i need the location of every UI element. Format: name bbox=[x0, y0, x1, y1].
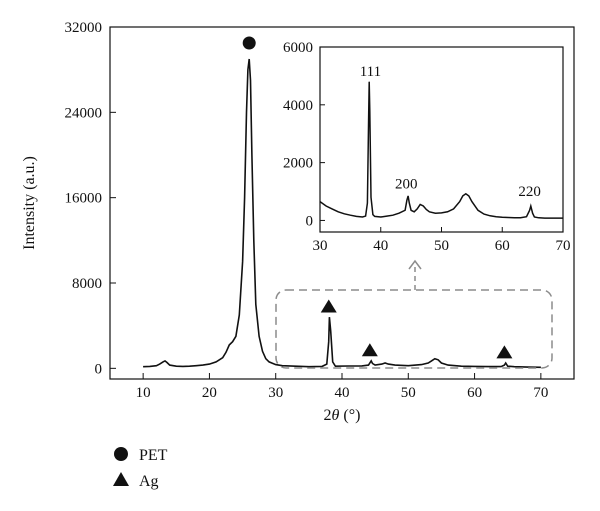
x-tick-label: 50 bbox=[401, 385, 416, 401]
y-tick-label: 32000 bbox=[65, 20, 103, 36]
inset-axis-ticks: 30 40 50 60 70 0 2000 4000 6000 bbox=[283, 40, 571, 254]
main-axis-ticks: 10 20 30 40 50 60 70 0 8000 16000 24000 32000 bbox=[65, 20, 549, 401]
x-tick-label: 60 bbox=[467, 385, 482, 401]
inset-y-tick-label: 2000 bbox=[283, 156, 313, 172]
inset-y-tick-label: 0 bbox=[306, 213, 314, 229]
inset-series-line bbox=[319, 81, 563, 219]
inset-x-tick-label: 50 bbox=[434, 238, 449, 254]
y-axis-title: Intensity (a.u.) bbox=[21, 156, 38, 250]
legend-triangle-icon bbox=[113, 472, 129, 486]
ag-peak-triangle-icon bbox=[320, 299, 337, 313]
legend-label-ag: Ag bbox=[139, 473, 159, 490]
y-tick-label: 0 bbox=[95, 361, 103, 377]
x-tick-label: 70 bbox=[533, 385, 548, 401]
inset-x-tick-label: 70 bbox=[556, 238, 571, 254]
inset-peak-label: 220 bbox=[518, 184, 541, 200]
inset-peak-labels: 111 200 220 bbox=[360, 64, 541, 200]
inset-y-tick-label: 6000 bbox=[283, 40, 313, 56]
pet-peak-circle-icon bbox=[242, 36, 256, 50]
inset-plot-frame bbox=[319, 46, 564, 233]
zoom-arrow-head-icon bbox=[408, 259, 422, 270]
y-tick-label: 24000 bbox=[65, 105, 103, 121]
inset-x-tick-label: 60 bbox=[495, 238, 510, 254]
x-tick-label: 30 bbox=[268, 385, 283, 401]
main-peak-markers bbox=[242, 36, 513, 359]
x-tick-label: 20 bbox=[202, 385, 217, 401]
x-tick-label: 10 bbox=[136, 385, 151, 401]
inset-y-tick-label: 4000 bbox=[283, 98, 313, 114]
y-tick-label: 8000 bbox=[72, 276, 102, 292]
legend-circle-icon bbox=[114, 447, 128, 461]
inset-peak-label: 200 bbox=[395, 177, 418, 193]
inset-x-tick-label: 40 bbox=[373, 238, 388, 254]
ag-peak-triangle-icon bbox=[496, 345, 513, 359]
y-tick-label: 16000 bbox=[65, 191, 103, 207]
zoom-region-box bbox=[275, 289, 553, 369]
legend-label-pet: PET bbox=[139, 447, 168, 464]
inset-peak-label: 111 bbox=[360, 64, 381, 80]
x-tick-label: 40 bbox=[335, 385, 350, 401]
inset-x-tick-label: 30 bbox=[313, 238, 328, 254]
main-series-line bbox=[143, 58, 541, 369]
legend: PET Ag bbox=[113, 447, 168, 490]
x-axis-title: 2θ (°) bbox=[324, 407, 361, 424]
ag-peak-triangle-icon bbox=[361, 343, 378, 357]
